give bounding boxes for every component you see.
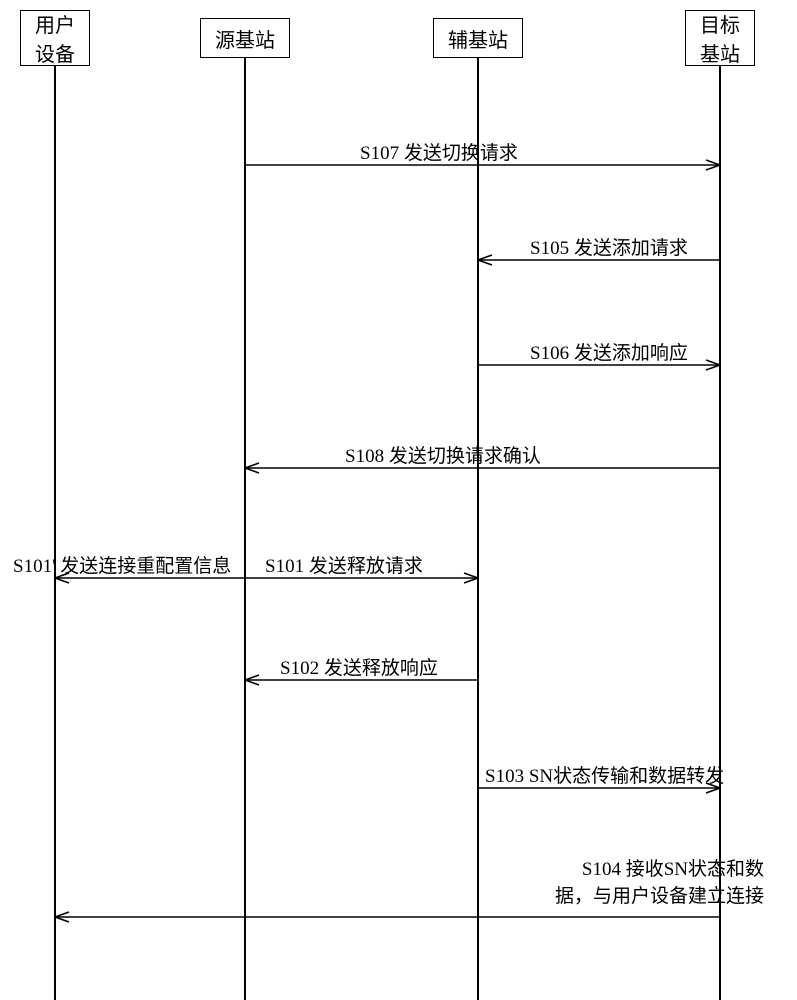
actor-label: 辅基站 bbox=[448, 24, 508, 53]
msg-s104-label: S104 接收SN状态和数 据，与用户设备建立连接 bbox=[555, 854, 764, 908]
actor-secondary-bs: 辅基站 bbox=[433, 18, 523, 58]
actor-label: 用户 设备 bbox=[35, 9, 75, 67]
msg-s107-label: S107 发送切换请求 bbox=[360, 138, 518, 165]
msg-s106-label: S106 发送添加响应 bbox=[530, 338, 688, 365]
msg-s101-label: S101 发送释放请求 bbox=[265, 551, 423, 578]
actor-target-bs: 目标 基站 bbox=[685, 10, 755, 66]
msg-s105-label: S105 发送添加请求 bbox=[530, 233, 688, 260]
sequence-diagram: 用户 设备 源基站 辅基站 目标 基站 S107 发送切换请求 S105 发送添… bbox=[0, 0, 797, 1000]
lifeline-srcbs bbox=[244, 58, 246, 1000]
actor-source-bs: 源基站 bbox=[200, 18, 290, 58]
lifeline-ue bbox=[54, 66, 56, 1000]
msg-s102-label: S102 发送释放响应 bbox=[280, 653, 438, 680]
lifeline-secbs bbox=[477, 58, 479, 1000]
msg-s103-label: S103 SN状态传输和数据转发 bbox=[485, 761, 724, 788]
msg-s108-label: S108 发送切换请求确认 bbox=[345, 441, 541, 468]
actor-user-equipment: 用户 设备 bbox=[20, 10, 90, 66]
actor-label: 目标 基站 bbox=[700, 9, 740, 67]
actor-label: 源基站 bbox=[215, 24, 275, 53]
msg-s101p-label: S101' 发送连接重配置信息 bbox=[13, 551, 231, 578]
